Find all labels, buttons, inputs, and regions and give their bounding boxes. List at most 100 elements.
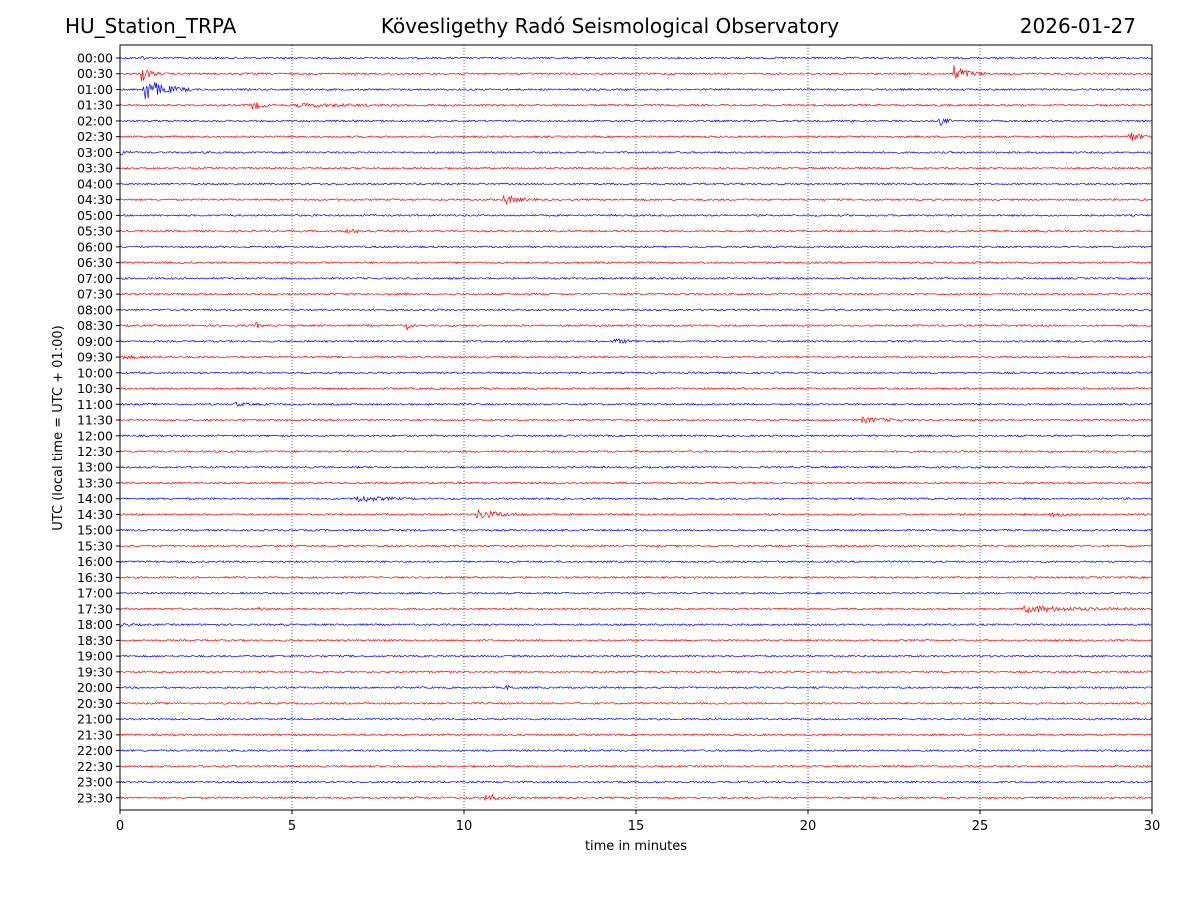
trace-0800 [119, 308, 1153, 312]
y-tick-label: 14:00 [77, 491, 113, 506]
y-tick-label: 03:30 [77, 161, 113, 176]
trace-0830 [119, 322, 1153, 331]
trace-0300 [119, 150, 1153, 156]
trace-2000 [119, 685, 1153, 691]
y-tick-label: 05:30 [77, 224, 113, 239]
trace-1030 [119, 386, 1153, 391]
y-tick-label: 10:00 [77, 365, 113, 380]
y-tick-label: 12:00 [77, 428, 113, 443]
trace-1230 [119, 449, 1153, 454]
trace-1830 [119, 638, 1153, 643]
y-tick-label: 13:30 [77, 475, 113, 490]
trace-1800 [119, 622, 1153, 628]
trace-2100 [119, 717, 1153, 721]
trace-1600 [119, 560, 1153, 564]
y-tick-label: 04:30 [77, 192, 113, 207]
y-tick-label: 03:00 [77, 145, 113, 160]
y-tick-label: 18:30 [77, 633, 113, 648]
y-tick-label: 12:30 [77, 444, 113, 459]
y-tick-label: 11:00 [77, 397, 113, 412]
trace-1330 [119, 481, 1153, 485]
trace-0730 [119, 292, 1153, 296]
y-tick-label: 21:00 [77, 712, 113, 727]
y-tick-label: 09:30 [77, 350, 113, 365]
y-tick-label: 16:00 [77, 554, 113, 569]
x-tick-label: 30 [1144, 819, 1161, 834]
trace-0000 [119, 56, 1153, 60]
y-tick-label: 19:30 [77, 664, 113, 679]
date-title: 2026-01-27 [1019, 14, 1136, 38]
y-tick-label: 02:30 [77, 129, 113, 144]
trace-1100 [119, 401, 1153, 407]
y-tick-label: 20:30 [77, 696, 113, 711]
trace-0230 [119, 132, 1153, 141]
y-tick-label: 15:00 [77, 523, 113, 538]
trace-0700 [119, 276, 1153, 280]
trace-0600 [119, 245, 1153, 249]
y-tick-label: 18:00 [77, 617, 113, 632]
y-tick-label: 10:30 [77, 381, 113, 396]
trace-2330 [119, 793, 1153, 802]
trace-1200 [119, 434, 1153, 438]
y-tick-label: 08:30 [77, 318, 113, 333]
y-tick-label: 07:00 [77, 271, 113, 286]
y-tick-labels: 00:0000:3001:0001:3002:0002:3003:0003:30… [77, 51, 120, 805]
trace-2300 [119, 780, 1153, 784]
y-tick-label: 21:30 [77, 727, 113, 742]
trace-2230 [120, 764, 1153, 768]
y-tick-label: 09:00 [77, 334, 113, 349]
y-tick-label: 20:00 [77, 680, 113, 695]
y-tick-label: 15:30 [77, 538, 113, 553]
trace-1430 [119, 508, 1153, 519]
trace-1530 [119, 544, 1153, 548]
observatory-title: Kövesligethy Radó Seismological Observat… [380, 14, 840, 38]
y-tick-label: 00:30 [77, 66, 113, 81]
trace-0330 [119, 166, 1153, 170]
trace-0400 [119, 182, 1153, 186]
x-tick-label: 5 [288, 819, 296, 834]
trace-0430 [119, 194, 1153, 206]
y-tick-label: 02:00 [77, 113, 113, 128]
trace-1300 [119, 465, 1153, 469]
y-tick-label: 23:00 [77, 775, 113, 790]
y-axis-label: UTC (local time = UTC + 01:00) [51, 325, 66, 530]
y-tick-label: 06:00 [77, 239, 113, 254]
y-tick-label: 06:30 [77, 255, 113, 270]
y-tick-label: 16:30 [77, 570, 113, 585]
y-tick-label: 08:00 [77, 302, 113, 317]
y-tick-label: 23:30 [77, 790, 113, 805]
y-tick-label: 22:00 [77, 743, 113, 758]
trace-1500 [119, 528, 1153, 532]
y-tick-label: 01:00 [77, 82, 113, 97]
x-tick-labels: 0 5 10 15 20 25 30 [116, 810, 1160, 834]
trace-0500 [119, 213, 1153, 218]
x-tick-label: 25 [972, 819, 989, 834]
seismic-traces [119, 56, 1153, 802]
trace-2130 [119, 733, 1153, 737]
trace-1630 [119, 575, 1153, 580]
y-tick-label: 05:00 [77, 208, 113, 223]
trace-1700 [119, 591, 1153, 595]
trace-0130 [119, 102, 1153, 110]
y-tick-label: 11:30 [77, 413, 113, 428]
y-tick-label: 07:30 [77, 287, 113, 302]
x-tick-label: 15 [628, 819, 645, 834]
grid-lines [291, 45, 981, 810]
trace-0630 [119, 261, 1153, 265]
trace-0930 [119, 354, 1153, 360]
y-tick-label: 17:00 [77, 586, 113, 601]
trace-0530 [119, 228, 1153, 234]
trace-1130 [119, 415, 1153, 425]
y-tick-label: 00:00 [77, 51, 113, 66]
x-tick-label: 10 [456, 819, 473, 834]
y-tick-label: 17:30 [77, 601, 113, 616]
trace-0200 [119, 118, 1153, 126]
trace-1400 [119, 495, 1153, 503]
y-tick-label: 13:00 [77, 460, 113, 475]
x-tick-label: 20 [800, 819, 817, 834]
y-tick-label: 14:30 [77, 507, 113, 522]
x-axis-label: time in minutes [585, 839, 687, 854]
trace-0030 [119, 65, 1153, 82]
trace-1000 [119, 371, 1153, 375]
